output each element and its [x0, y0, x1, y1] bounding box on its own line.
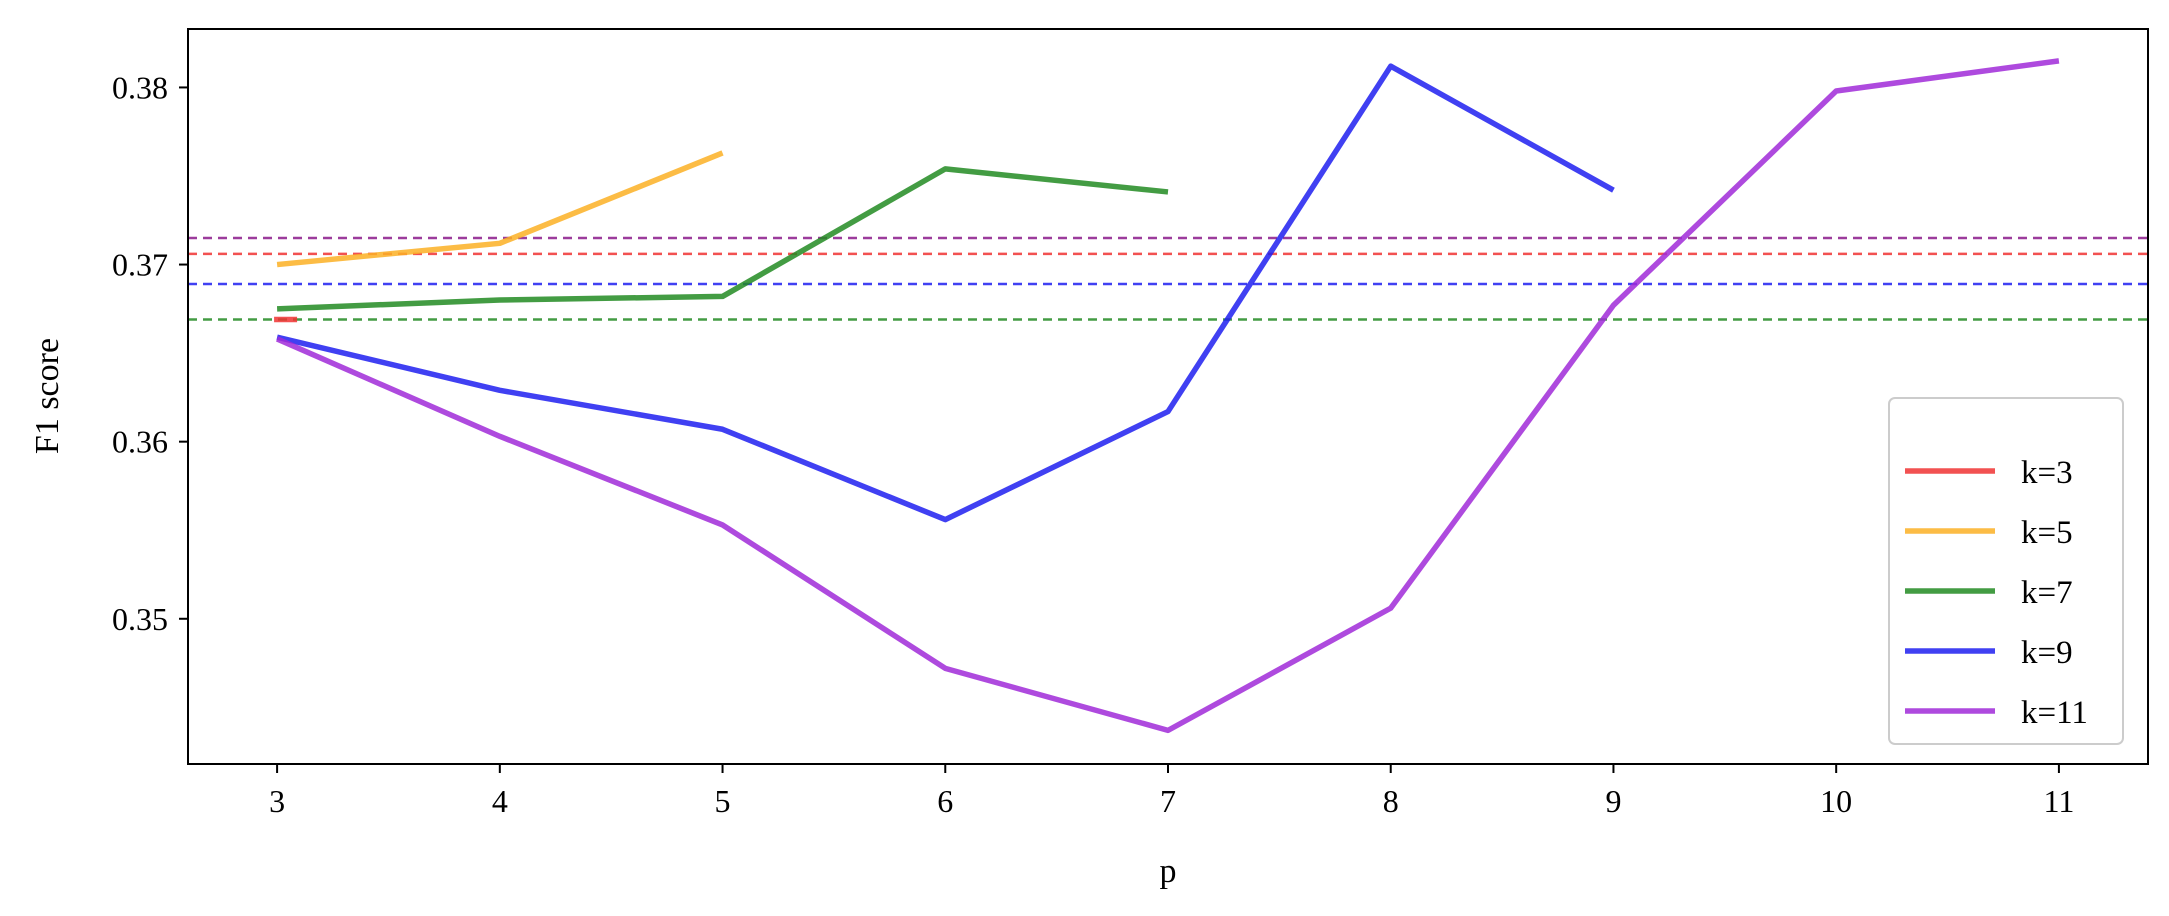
y-axis-label: F1 score	[29, 338, 66, 454]
legend-label-k-3: k=3	[2021, 455, 2073, 491]
x-tick-label: 10	[1820, 783, 1852, 819]
x-tick-label: 7	[1160, 783, 1176, 819]
baseline-lines	[188, 236, 2148, 321]
x-tick-label: 4	[492, 783, 508, 819]
y-tick-label: 0.38	[112, 69, 168, 105]
x-axis: 3 4 5 6 7 8 9 10 11	[269, 764, 2074, 819]
legend-label-k-7: k=7	[2021, 575, 2073, 611]
series-line-k-11	[275, 58, 2060, 734]
series-line-k-9	[276, 63, 1615, 523]
x-tick-label: 11	[2044, 783, 2075, 819]
x-axis-label: p	[1160, 853, 1177, 890]
x-tick-label: 6	[937, 783, 953, 819]
y-tick-label: 0.35	[112, 601, 168, 637]
legend-label-k-5: k=5	[2021, 515, 2073, 551]
y-tick-label: 0.36	[112, 424, 168, 460]
series-lines	[274, 58, 2060, 734]
x-tick-label: 9	[1605, 783, 1621, 819]
legend-label-k-9: k=9	[2021, 635, 2073, 671]
x-tick-label: 8	[1383, 783, 1399, 819]
legend: k=3 k=5 k=7 k=9 k=11	[1888, 397, 2124, 745]
legend-label-k-11: k=11	[2021, 695, 2088, 731]
x-tick-label: 3	[269, 783, 285, 819]
y-axis: 0.35 0.36 0.37 0.38	[112, 69, 188, 637]
legend-frame	[1888, 397, 2124, 745]
y-tick-label: 0.37	[112, 247, 168, 283]
x-tick-label: 5	[715, 783, 731, 819]
series-line-k-7	[276, 166, 1169, 312]
series-line-k-5	[276, 150, 724, 268]
